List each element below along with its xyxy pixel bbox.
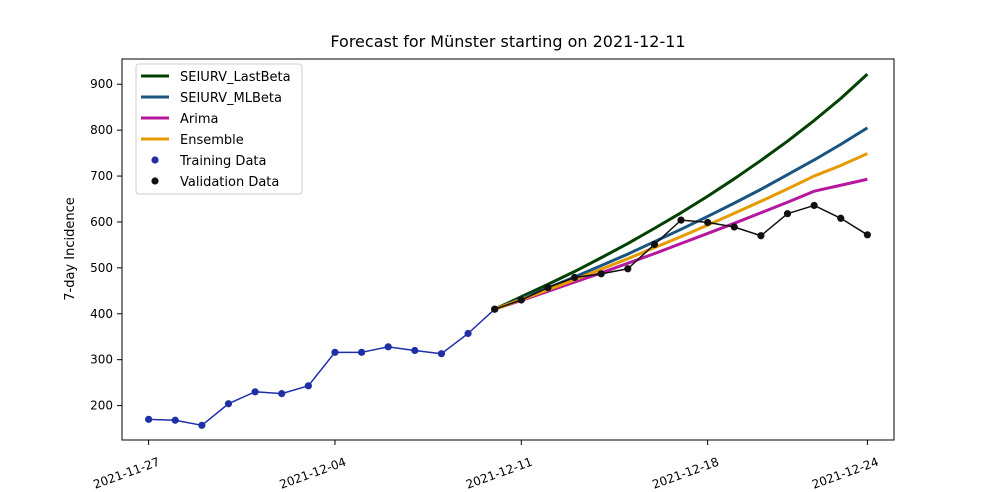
y-axis: 200 300 400 500 600 700 800 900 <box>90 77 122 413</box>
data-point-training-data <box>464 329 472 338</box>
legend-marker <box>151 156 159 164</box>
y-tick-label: 800 <box>90 123 113 137</box>
legend-label: SEIURV_MLBeta <box>180 91 282 106</box>
legend-label: Training Data <box>179 154 266 169</box>
data-point-validation-data <box>624 265 632 273</box>
legend-label: Arima <box>180 112 218 127</box>
legend-item-seiurv-mlbeta: SEIURV_MLBeta <box>141 91 282 106</box>
series-line-seiurv-lastbeta <box>494 73 869 311</box>
y-axis-label: 7-day Incidence <box>63 197 78 300</box>
data-point-training-data <box>224 400 233 408</box>
y-tick-label: 700 <box>90 169 113 183</box>
y-tick-label: 300 <box>90 353 113 367</box>
data-point-validation-data <box>491 305 499 313</box>
x-tick-label: 2021-12-11 <box>464 455 534 492</box>
data-point-validation-data <box>730 223 738 231</box>
data-point-training-data <box>357 348 366 356</box>
data-point-training-data <box>198 421 206 429</box>
data-point-validation-data <box>517 296 525 304</box>
data-point-training-data <box>304 382 312 390</box>
data-point-training-data <box>384 343 392 351</box>
data-point-training-data <box>411 346 419 355</box>
legend-item-training-data: Training Data <box>151 154 266 169</box>
data-point-validation-data <box>783 210 792 218</box>
legend-item-validation-data: Validation Data <box>151 175 279 190</box>
x-tick-label: 2021-11-27 <box>91 455 161 492</box>
series-line-ensemble <box>494 152 868 311</box>
legend-box <box>135 63 303 195</box>
legend-item-ensemble: Ensemble <box>141 133 244 148</box>
y-tick-label: 200 <box>90 399 113 413</box>
x-tick-label: 2021-12-24 <box>810 455 880 492</box>
data-point-validation-data <box>650 240 659 249</box>
legend-marker <box>151 177 159 185</box>
data-point-training-data <box>171 416 179 424</box>
data-point-validation-data <box>837 214 845 222</box>
y-tick-label: 900 <box>90 77 113 91</box>
series-line-training-data <box>148 308 496 427</box>
y-tick-label: 600 <box>90 215 113 229</box>
x-tick-label: 2021-12-18 <box>650 455 720 492</box>
x-axis: 2021-11-27 2021-12-04 2021-12-11 2021-12-18… <box>91 440 880 492</box>
data-point-validation-data <box>597 270 605 278</box>
plot-frame <box>121 58 895 441</box>
data-point-training-data <box>331 348 339 356</box>
chart-title: Forecast for Münster starting on 2021-12… <box>330 32 685 51</box>
data-point-validation-data <box>810 201 818 210</box>
data-point-validation-data <box>757 232 765 240</box>
legend-label: SEIURV_LastBeta <box>180 70 291 85</box>
y-tick-label: 400 <box>90 307 113 321</box>
legend-label: Validation Data <box>180 175 279 190</box>
data-point-validation-data <box>677 216 685 224</box>
legend-label: Ensemble <box>180 133 244 148</box>
legend: SEIURV_LastBeta SEIURV_MLBeta Arima Ensembl… <box>135 63 303 195</box>
legend-item-arima: Arima <box>141 112 218 127</box>
data-point-training-data <box>251 388 259 396</box>
series-line-arima <box>494 177 868 311</box>
data-point-training-data <box>278 390 286 398</box>
y-tick-label: 500 <box>90 261 113 275</box>
data-point-validation-data <box>704 218 712 227</box>
data-point-training-data <box>437 350 446 358</box>
data-point-validation-data <box>544 284 552 292</box>
data-point-validation-data <box>570 273 579 282</box>
legend-item-seiurv-lastbeta: SEIURV_LastBeta <box>141 70 291 85</box>
data-point-training-data <box>145 415 153 423</box>
data-point-validation-data <box>863 231 871 239</box>
x-tick-label: 2021-12-04 <box>278 455 348 492</box>
series-layer <box>145 73 871 429</box>
